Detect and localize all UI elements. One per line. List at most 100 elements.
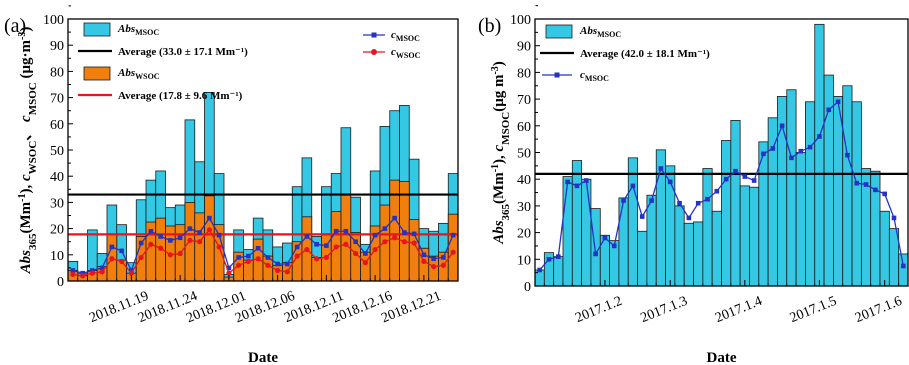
y-tick-label: 50 — [50, 144, 64, 159]
bar — [618, 197, 629, 287]
bar — [447, 213, 459, 282]
legend-label: Average (17.8 ± 9.6 Mm⁻¹) — [118, 90, 243, 102]
data-point — [891, 215, 897, 221]
y-axis-label: Abs365(Mm-1), cMSOC(μg m-3) — [490, 61, 513, 245]
data-point — [873, 187, 878, 193]
line-series-cmsoc — [537, 99, 906, 273]
bar — [739, 185, 750, 287]
data-point — [450, 232, 456, 238]
data-point — [789, 155, 794, 161]
y-tick-label: 10 — [50, 249, 64, 264]
data-point — [658, 166, 664, 171]
data-point — [431, 256, 436, 262]
panel-b: 0 10 20 30 40 50 60 70 80 90 100 2017.1.2 2017.1.3 20… — [478, 5, 909, 365]
line-series-cmsoc — [70, 215, 456, 276]
data-point — [421, 258, 427, 264]
data-point — [168, 238, 173, 243]
x-axis-label: Date — [248, 350, 278, 365]
data-point — [751, 178, 757, 183]
data-point — [226, 270, 232, 276]
bar — [340, 194, 352, 282]
data-point — [119, 248, 124, 254]
data-point — [714, 188, 720, 194]
data-point — [304, 246, 310, 253]
bar — [749, 186, 760, 287]
y-tick-label: 10 — [517, 253, 531, 268]
y-tick-label: 20 — [50, 223, 64, 238]
bar — [553, 256, 564, 287]
data-point — [593, 251, 598, 257]
series-line — [539, 100, 904, 271]
data-point — [343, 241, 349, 247]
legend-label: cMSOC — [391, 29, 420, 43]
data-point — [148, 228, 154, 234]
data-point — [90, 268, 95, 273]
y-axis-label: Abs365(Mm-1), cWSOC、 cMSOC (μg·m-3) — [17, 27, 40, 275]
series-line — [72, 228, 454, 277]
bar — [562, 176, 573, 287]
data-point — [129, 268, 134, 273]
legend-label: AbsMSOC — [579, 25, 621, 39]
data-point — [761, 151, 766, 157]
legend-swatch — [83, 22, 111, 37]
data-point — [216, 244, 222, 250]
data-point — [99, 265, 105, 271]
data-point — [197, 230, 202, 235]
bar — [795, 152, 806, 287]
data-point — [770, 146, 776, 151]
data-point — [216, 232, 222, 238]
data-point — [402, 230, 407, 235]
data-point — [167, 252, 173, 258]
data-point — [901, 263, 906, 269]
legend-label: AbsWSOC — [117, 67, 160, 81]
y-tick-label: 90 — [517, 40, 531, 55]
data-point — [583, 178, 589, 183]
legend-label: cWSOC — [391, 46, 421, 60]
data-point — [441, 255, 446, 260]
bar — [637, 230, 648, 287]
data-point — [80, 270, 85, 276]
bar — [805, 101, 816, 287]
data-point — [343, 228, 349, 234]
bar — [683, 222, 694, 287]
legend-label: AbsMSOC — [117, 23, 159, 37]
data-point — [372, 246, 378, 253]
x-tick-label: 2017.1.4 — [713, 294, 764, 326]
legend-swatch — [83, 66, 111, 81]
data-point — [649, 198, 654, 203]
data-point — [705, 196, 710, 202]
data-point — [207, 215, 212, 221]
data-point — [206, 227, 212, 233]
panel-a: 01020304050607080901002018.11.192018.11.… — [4, 5, 459, 365]
data-point — [80, 273, 86, 279]
legend-marker — [371, 49, 377, 55]
data-point — [440, 262, 446, 268]
data-point — [686, 215, 692, 221]
data-point — [835, 99, 841, 105]
data-point — [158, 234, 163, 239]
data-point — [421, 252, 427, 258]
bar — [730, 120, 741, 287]
data-point — [187, 226, 193, 231]
data-point — [882, 191, 887, 197]
y-tick-label: 80 — [517, 66, 531, 81]
data-point — [119, 258, 125, 264]
data-point — [556, 254, 561, 259]
legend: AbsMSOC Average (33.0 ± 17.1 Mm⁻¹) AbsWSOC… — [78, 22, 421, 102]
data-point — [304, 234, 310, 239]
data-point — [411, 240, 417, 246]
data-point — [294, 244, 300, 250]
data-point — [158, 245, 164, 251]
data-point — [177, 235, 183, 241]
data-point — [177, 250, 183, 257]
data-point — [817, 134, 822, 139]
y-tick-label: 20 — [517, 227, 531, 242]
bar — [767, 117, 778, 287]
bar — [814, 23, 825, 287]
data-point — [382, 239, 388, 245]
data-point — [255, 245, 261, 251]
data-point — [148, 241, 154, 247]
bar — [360, 251, 371, 282]
data-point — [109, 244, 115, 250]
data-point — [779, 123, 785, 129]
